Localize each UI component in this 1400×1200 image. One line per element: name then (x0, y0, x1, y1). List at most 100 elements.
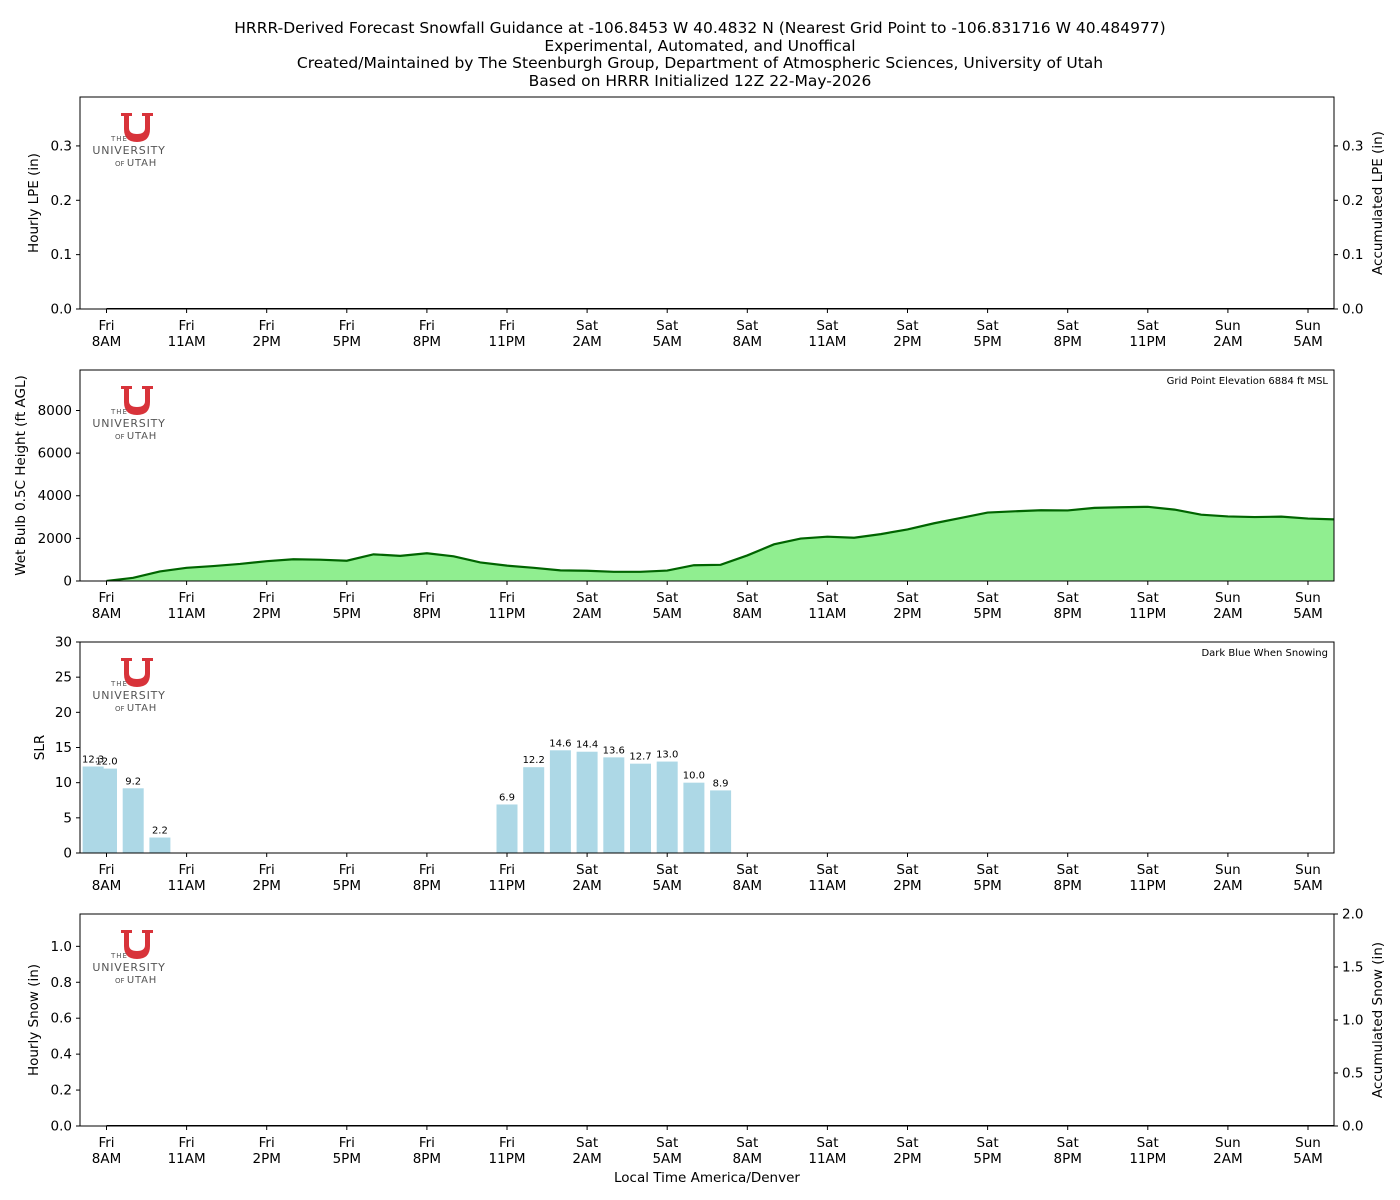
slr-bar-label: 13.0 (656, 750, 678, 761)
x-tick-label-time: 11AM (168, 606, 206, 622)
x-tick-label-time: 5AM (652, 606, 681, 622)
x-tick-label-time: 2AM (1213, 606, 1242, 622)
x-tick-label-time: 8AM (92, 1151, 121, 1167)
x-tick-label-day: Fri (179, 862, 195, 878)
panel-annotation: Dark Blue When Snowing (1201, 648, 1328, 659)
y-tick-label: 4000 (38, 488, 72, 504)
plot-frame (79, 369, 1335, 582)
x-tick-label-day: Sat (977, 1135, 999, 1151)
x-tick-label-time: 2PM (893, 1151, 921, 1167)
x-tick-label-day: Sun (1215, 1135, 1241, 1151)
y-tick-label: 0.4 (51, 1047, 72, 1063)
x-tick-label-time: 8PM (413, 606, 441, 622)
x-tick-label-time: 8AM (733, 334, 762, 350)
x-tick-label-day: Fri (499, 318, 515, 334)
x-tick-label-time: 2AM (572, 334, 601, 350)
x-tick-label-time: 5PM (973, 1151, 1001, 1167)
x-tick-label-time: 8PM (1054, 878, 1082, 894)
x-tick-label-day: Fri (98, 1135, 114, 1151)
x-tick-label-day: Sun (1215, 590, 1241, 606)
y-tick-label-right: 0.0 (1342, 302, 1363, 318)
y-tick-label: 30 (55, 635, 72, 651)
x-tick-label-time: 5AM (1293, 878, 1322, 894)
x-tick-label-day: Sat (977, 862, 999, 878)
x-tick-label-day: Sat (1137, 590, 1159, 606)
x-tick-label-time: 2AM (572, 606, 601, 622)
x-tick-label-time: 8AM (733, 878, 762, 894)
x-tick-label-day: Fri (98, 318, 114, 334)
y-tick-label-right: 0.0 (1342, 1119, 1363, 1135)
x-tick-label-day: Sun (1215, 862, 1241, 878)
slr-bar-label: 12.7 (629, 752, 651, 763)
x-tick-label-time: 5AM (1293, 1151, 1322, 1167)
x-tick-label-day: Sat (1137, 318, 1159, 334)
logo-text-utah: UTAH (127, 975, 157, 986)
x-tick-label-time: 11AM (168, 878, 206, 894)
slr-bar-label: 10.0 (683, 771, 705, 782)
logo-text-of: OF (115, 977, 125, 985)
x-tick-label-day: Sat (896, 318, 918, 334)
x-tick-label-day: Fri (259, 590, 275, 606)
x-tick-label-day: Fri (419, 318, 435, 334)
x-tick-label-day: Sat (656, 862, 678, 878)
slr-bar (683, 782, 705, 853)
university-logo-u-icon (121, 113, 153, 142)
x-tick-label-day: Fri (179, 318, 195, 334)
x-tick-label-day: Sat (1137, 1135, 1159, 1151)
y-tick-label: 10 (55, 775, 72, 791)
slr-bar-label: 13.6 (603, 745, 625, 756)
logo-text-the: THE (110, 135, 128, 143)
y-tick-label: 0.0 (51, 1119, 72, 1135)
slr-bar (576, 751, 598, 853)
y-axis-label-right: Accumulated LPE (in) (1370, 131, 1386, 275)
slr-bar-label: 12.0 (95, 757, 117, 768)
x-tick-label-day: Fri (259, 318, 275, 334)
logo-text-university: UNIVERSITY (92, 961, 165, 974)
x-tick-label-time: 8AM (92, 878, 121, 894)
title-line-1: HRRR-Derived Forecast Snowfall Guidance … (234, 19, 1166, 37)
y-tick-label-right: 0.1 (1342, 247, 1363, 263)
x-tick-label-time: 8PM (1054, 606, 1082, 622)
x-tick-label-time: 5AM (652, 334, 681, 350)
x-tick-label-day: Sat (736, 590, 758, 606)
x-tick-label-day: Fri (339, 862, 355, 878)
x-tick-label-day: Sat (977, 590, 999, 606)
plot-frame (79, 641, 1335, 854)
x-tick-label-time: 11PM (489, 1151, 526, 1167)
y-tick-label: 0.6 (51, 1011, 72, 1027)
logo-text-the: THE (110, 408, 128, 416)
y-tick-label: 5 (63, 810, 72, 826)
x-tick-label-day: Sat (656, 1135, 678, 1151)
x-tick-label-day: Fri (499, 1135, 515, 1151)
x-tick-label-day: Sun (1295, 1135, 1321, 1151)
slr-bar-label: 6.9 (499, 792, 515, 803)
y-tick-label: 1.0 (51, 939, 72, 955)
y-tick-label: 25 (55, 670, 72, 686)
x-tick-label-day: Sat (896, 1135, 918, 1151)
x-tick-label-time: 5PM (973, 334, 1001, 350)
x-tick-label-time: 8PM (1054, 334, 1082, 350)
logo-text-of: OF (115, 705, 125, 713)
university-logo-u-icon (121, 930, 153, 959)
slr-bar-label: 12.2 (523, 755, 545, 766)
logo-text-university: UNIVERSITY (92, 417, 165, 430)
x-tick-label-time: 11PM (1129, 1151, 1166, 1167)
y-tick-label-right: 0.2 (1342, 193, 1363, 209)
y-tick-label: 0 (63, 846, 72, 862)
x-tick-label-day: Fri (98, 862, 114, 878)
x-tick-label-day: Sat (977, 318, 999, 334)
y-tick-label: 2000 (38, 531, 72, 547)
x-tick-label-day: Sun (1215, 318, 1241, 334)
slr-bar-label: 2.2 (152, 826, 168, 837)
x-tick-label-time: 2PM (893, 878, 921, 894)
y-axis-label: Hourly Snow (in) (26, 964, 42, 1076)
logo-text-the: THE (110, 952, 128, 960)
y-tick-label-right: 1.5 (1342, 960, 1363, 976)
x-tick-label-day: Sat (656, 590, 678, 606)
x-tick-label-time: 11AM (168, 1151, 206, 1167)
x-tick-label-day: Sun (1295, 590, 1321, 606)
y-axis-label-right: Accumulated Snow (in) (1370, 942, 1386, 1098)
x-tick-label-day: Sat (816, 590, 838, 606)
title-line-2: Experimental, Automated, and Unoffical (544, 36, 856, 55)
